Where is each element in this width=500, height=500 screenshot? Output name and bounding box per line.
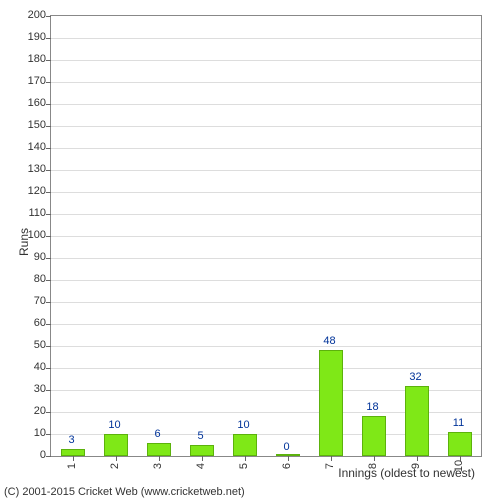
y-tick (46, 280, 51, 281)
y-tick (46, 104, 51, 105)
grid-line (51, 192, 481, 193)
bar (190, 445, 214, 456)
x-tick-label: 10 (453, 456, 465, 476)
y-tick (46, 412, 51, 413)
y-tick (46, 456, 51, 457)
y-tick (46, 16, 51, 17)
bar (147, 443, 171, 456)
bar-value-label: 32 (409, 371, 421, 383)
copyright-text: (C) 2001-2015 Cricket Web (www.cricketwe… (4, 486, 245, 498)
x-tick-label: 9 (410, 456, 422, 476)
y-tick-label: 180 (6, 53, 46, 65)
grid-line (51, 280, 481, 281)
y-tick (46, 258, 51, 259)
grid-line (51, 346, 481, 347)
y-tick (46, 60, 51, 61)
y-tick-label: 100 (6, 229, 46, 241)
y-tick (46, 38, 51, 39)
bar (448, 432, 472, 456)
x-tick-label: 8 (367, 456, 379, 476)
grid-line (51, 324, 481, 325)
y-tick (46, 434, 51, 435)
x-tick-label: 1 (66, 456, 78, 476)
y-tick (46, 324, 51, 325)
y-tick-label: 40 (6, 361, 46, 373)
y-tick-label: 50 (6, 339, 46, 351)
y-tick-label: 30 (6, 383, 46, 395)
bar-value-label: 18 (366, 401, 378, 413)
y-tick-label: 0 (6, 449, 46, 461)
y-tick-label: 80 (6, 273, 46, 285)
bar-value-label: 0 (283, 441, 289, 453)
bar (319, 350, 343, 456)
y-tick-label: 170 (6, 75, 46, 87)
grid-line (51, 258, 481, 259)
y-tick (46, 368, 51, 369)
grid-line (51, 148, 481, 149)
grid-line (51, 214, 481, 215)
bar (362, 416, 386, 456)
y-tick (46, 126, 51, 127)
x-tick-label: 3 (152, 456, 164, 476)
grid-line (51, 236, 481, 237)
y-tick (46, 214, 51, 215)
grid-line (51, 126, 481, 127)
bar (233, 434, 257, 456)
x-tick-label: 4 (195, 456, 207, 476)
grid-line (51, 38, 481, 39)
bar-value-label: 10 (108, 419, 120, 431)
y-tick (46, 148, 51, 149)
y-tick-label: 20 (6, 405, 46, 417)
bar-value-label: 5 (197, 430, 203, 442)
bar (405, 386, 429, 456)
grid-line (51, 104, 481, 105)
bar-value-label: 10 (237, 419, 249, 431)
y-tick-label: 200 (6, 9, 46, 21)
y-tick (46, 346, 51, 347)
y-tick-label: 150 (6, 119, 46, 131)
plot-area (50, 15, 482, 457)
y-tick (46, 236, 51, 237)
y-tick-label: 140 (6, 141, 46, 153)
y-tick-label: 190 (6, 31, 46, 43)
y-tick-label: 10 (6, 427, 46, 439)
y-tick-label: 90 (6, 251, 46, 263)
grid-line (51, 302, 481, 303)
grid-line (51, 82, 481, 83)
bar (104, 434, 128, 456)
y-tick-label: 130 (6, 163, 46, 175)
y-tick (46, 390, 51, 391)
y-tick-label: 60 (6, 317, 46, 329)
chart-container: Runs Innings (oldest to newest) (C) 2001… (0, 0, 500, 500)
bar-value-label: 3 (68, 434, 74, 446)
x-tick-label: 7 (324, 456, 336, 476)
y-tick-label: 160 (6, 97, 46, 109)
y-tick-label: 70 (6, 295, 46, 307)
grid-line (51, 368, 481, 369)
y-tick (46, 302, 51, 303)
grid-line (51, 60, 481, 61)
x-tick-label: 6 (281, 456, 293, 476)
bar-value-label: 11 (453, 417, 464, 429)
bar-value-label: 48 (323, 335, 335, 347)
grid-line (51, 170, 481, 171)
y-tick (46, 192, 51, 193)
y-tick (46, 82, 51, 83)
x-tick-label: 2 (109, 456, 121, 476)
y-tick-label: 120 (6, 185, 46, 197)
y-tick-label: 110 (6, 207, 46, 219)
bar (61, 449, 85, 456)
y-tick (46, 170, 51, 171)
bar-value-label: 6 (154, 428, 160, 440)
x-tick-label: 5 (238, 456, 250, 476)
